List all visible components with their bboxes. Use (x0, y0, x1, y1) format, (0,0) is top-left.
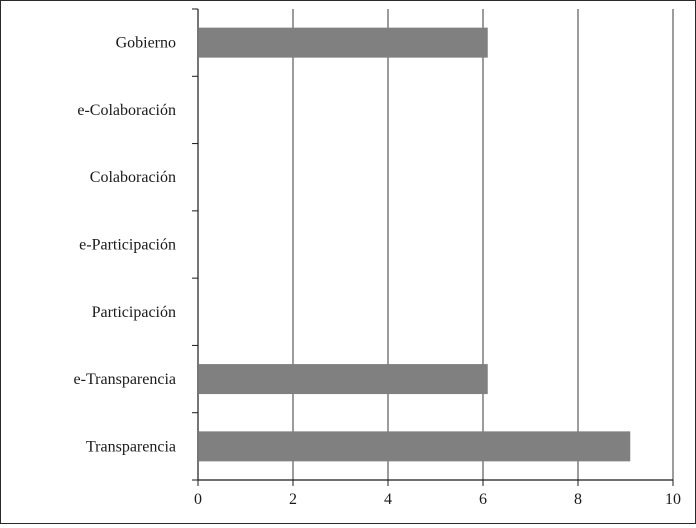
x-tick-label-0: 0 (194, 491, 202, 508)
category-label-1: e-Colaboración (77, 102, 176, 119)
x-tick-label-6: 6 (479, 491, 487, 508)
category-labels: Gobierno e-Colaboración Colaboración e-Part… (74, 35, 176, 456)
axes (192, 8, 674, 486)
bars (199, 27, 631, 462)
x-tick-label-8: 8 (574, 491, 582, 508)
category-label-2: Colaboración (90, 169, 176, 186)
gridlines (292, 9, 674, 480)
bar-6 (199, 431, 631, 462)
x-tick-label-2: 2 (289, 491, 297, 508)
category-label-6: Transparencia (86, 438, 176, 455)
x-tick-labels: 0 2 4 6 8 10 (194, 491, 681, 508)
category-label-4: Participación (92, 304, 176, 321)
category-label-0: Gobierno (116, 35, 176, 52)
bar-5 (199, 364, 488, 395)
x-tick-label-10: 10 (665, 491, 681, 508)
bar-0 (199, 27, 488, 58)
category-label-5: e-Transparencia (74, 371, 176, 388)
category-label-3: e-Participación (79, 237, 176, 254)
x-tick-label-4: 4 (384, 491, 392, 508)
